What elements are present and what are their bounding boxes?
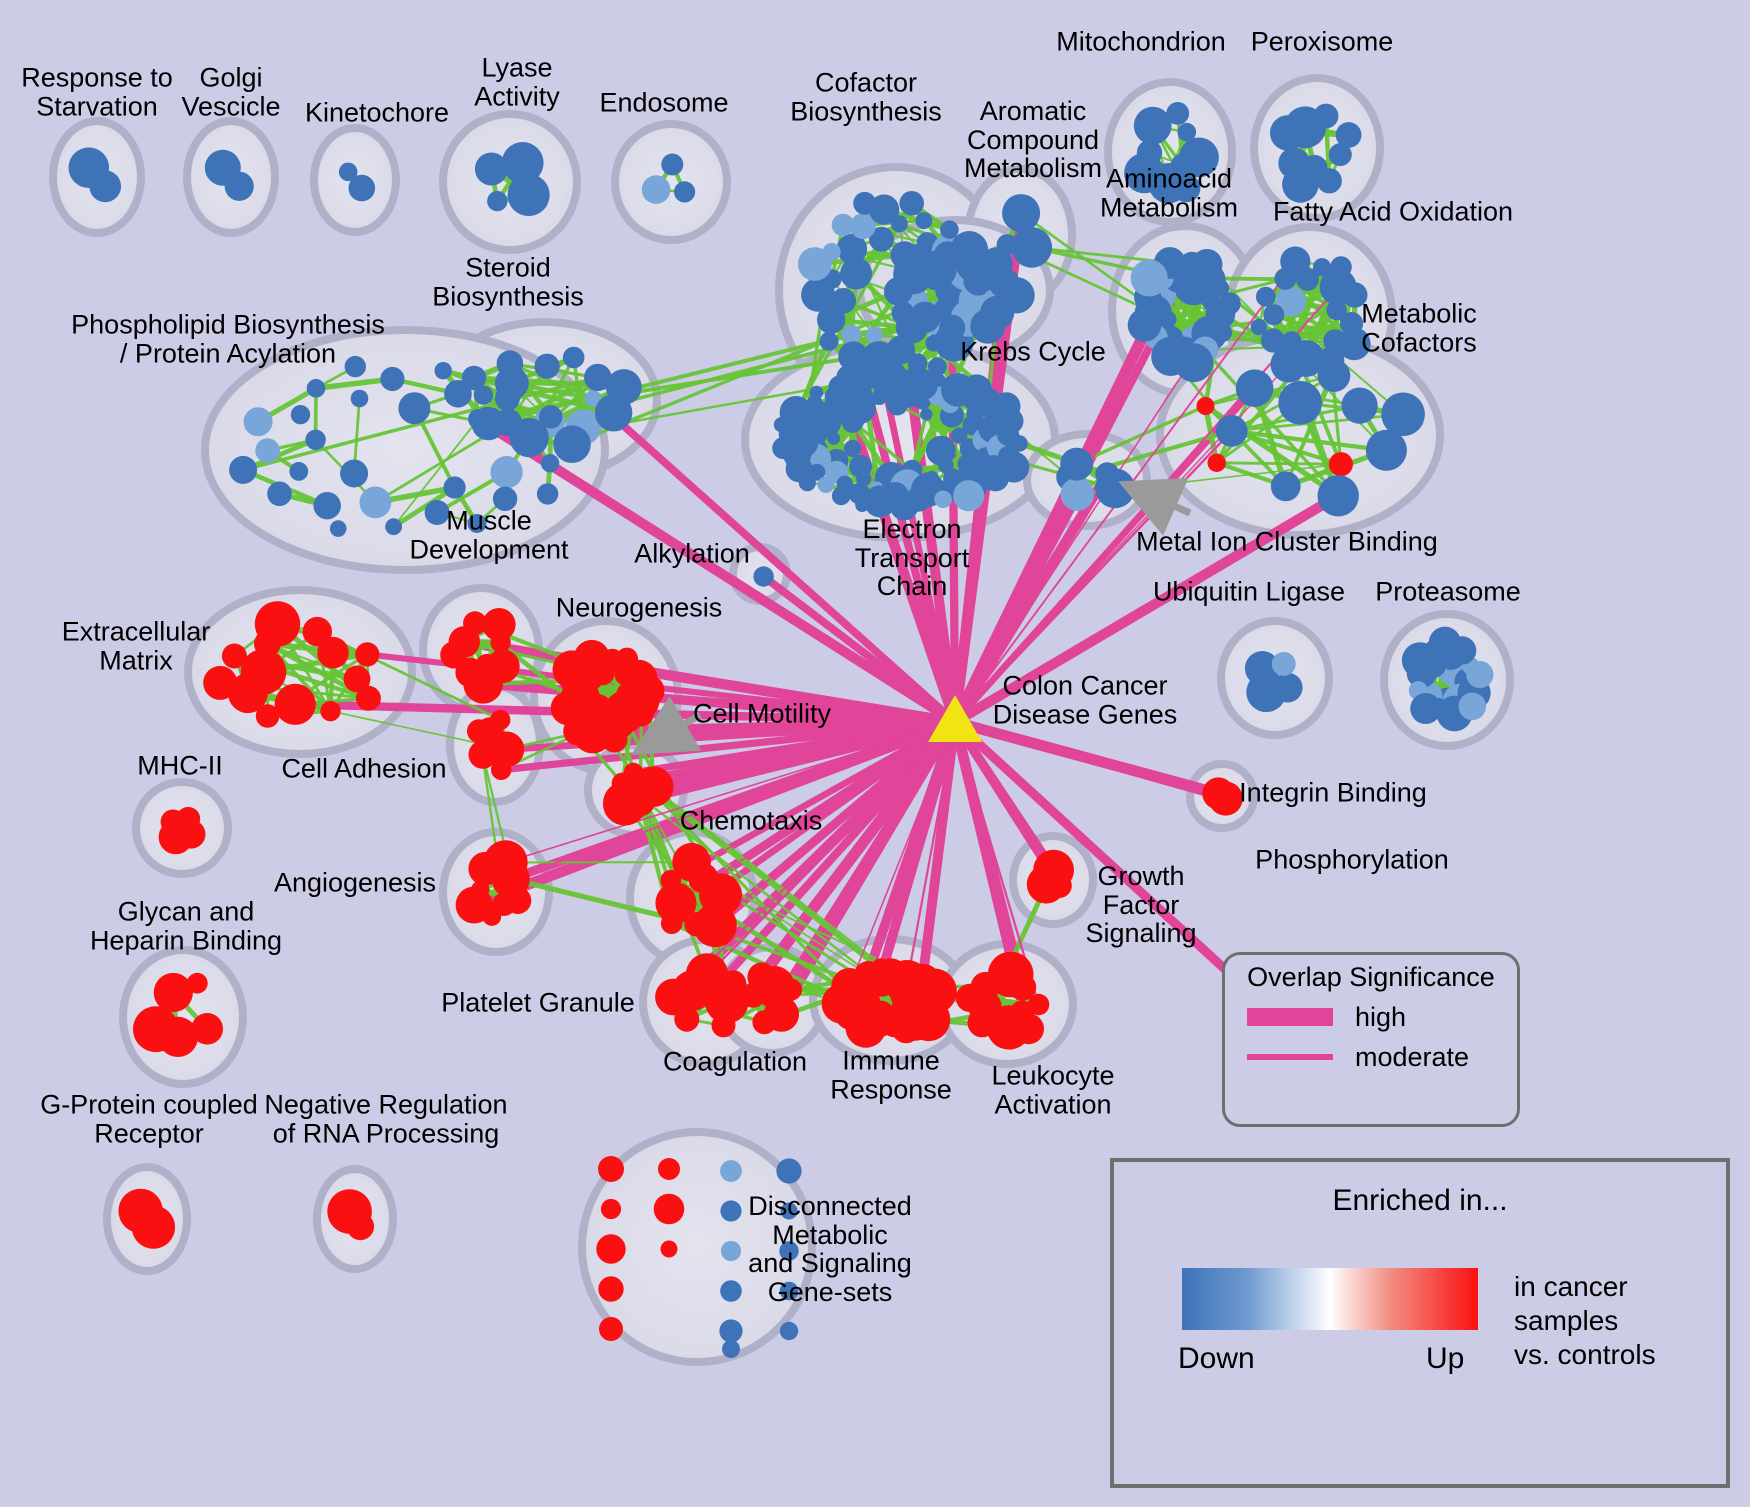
overlap-significance-title: Overlap Significance: [1247, 962, 1495, 992]
enrichment-up-label: Up: [1426, 1342, 1465, 1375]
moderate-significance-swatch: [1247, 1054, 1333, 1061]
enrichment-side-label: in cancer samples vs. controls: [1514, 1271, 1656, 1371]
enrichment-legend-title: Enriched in...: [1332, 1184, 1508, 1217]
moderate-significance-label: moderate: [1355, 1041, 1470, 1072]
high-significance-label: high: [1355, 1001, 1407, 1032]
hub-node-colon-cancer-disease-genes[interactable]: [928, 695, 982, 742]
gene-set-nodes: [68, 102, 1494, 1358]
enrichment-color-gradient-bar: [1182, 1268, 1478, 1330]
high-significance-swatch: [1247, 1008, 1333, 1027]
enrichment-legend: Enriched in... Down Up in cancer samples…: [1110, 1158, 1730, 1488]
annotation-arrows: [630, 477, 1192, 756]
legend-row-moderate: moderate: [1225, 1042, 1517, 1073]
overlap-significance-legend: Overlap Significance high moderate: [1222, 952, 1520, 1127]
enrichment-down-label: Down: [1178, 1342, 1255, 1375]
legend-row-high: high: [1225, 1002, 1517, 1033]
